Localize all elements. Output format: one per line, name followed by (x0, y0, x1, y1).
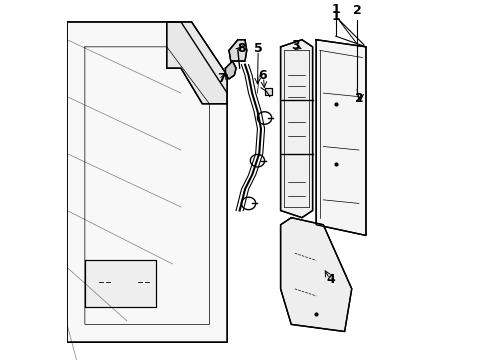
Text: 5: 5 (254, 42, 263, 55)
Text: 6: 6 (259, 69, 267, 82)
Text: 7: 7 (218, 72, 226, 85)
Polygon shape (225, 61, 236, 79)
Polygon shape (316, 40, 366, 235)
Polygon shape (67, 22, 227, 342)
Text: 2: 2 (354, 92, 363, 105)
Text: 3: 3 (292, 39, 300, 51)
Polygon shape (85, 260, 156, 307)
Text: 4: 4 (326, 274, 335, 287)
Polygon shape (167, 22, 227, 104)
Text: 1: 1 (331, 10, 340, 23)
Polygon shape (265, 88, 271, 95)
Polygon shape (229, 40, 247, 61)
Polygon shape (281, 218, 352, 332)
Text: 8: 8 (237, 42, 246, 55)
Polygon shape (281, 40, 313, 218)
Text: 2: 2 (353, 4, 362, 17)
Text: 1: 1 (331, 3, 340, 15)
